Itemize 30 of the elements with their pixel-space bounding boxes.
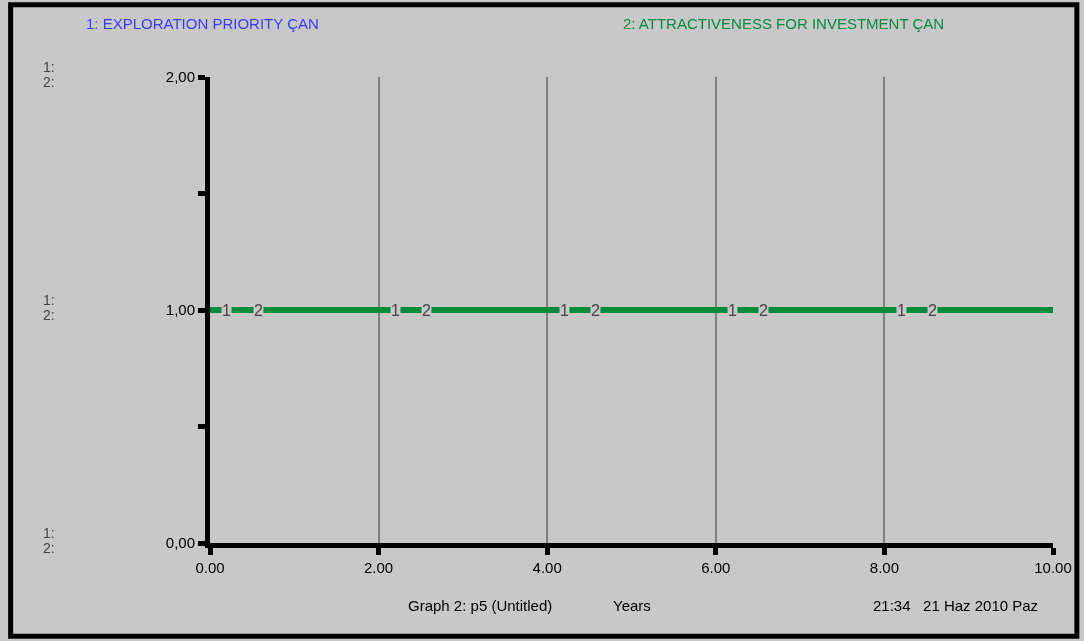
- annotation: 2: [422, 302, 431, 319]
- text: 2: ATTRACTIVENESS FOR INVESTMENT ÇAN: [623, 15, 945, 32]
- y-tick-label: 1,00: [165, 301, 195, 319]
- text: 2:: [43, 74, 55, 90]
- text: 1:: [43, 525, 55, 541]
- annotation: 2: [591, 302, 600, 319]
- y-tick-label: 2,00: [165, 68, 195, 86]
- annotation: 2: [254, 302, 263, 319]
- x-tick-label: 10.00: [1034, 559, 1072, 576]
- caption: Graph 2: p5 (Untitled): [408, 597, 553, 614]
- annotation: 1: [560, 302, 569, 319]
- text: 2:: [43, 540, 55, 556]
- legend-label: 1: EXPLORATION PRIORITY ÇAN: [86, 15, 319, 32]
- x-tick-label: 0.00: [195, 559, 225, 576]
- x-tick-label: 2.00: [364, 559, 394, 576]
- annotation: 2: [759, 302, 768, 319]
- x-tick-label: 4.00: [532, 559, 562, 576]
- annotation: 1: [222, 302, 231, 319]
- x-axis-title: Years: [613, 597, 651, 614]
- annotation: 2: [928, 302, 937, 319]
- annotation: 1: [391, 302, 400, 319]
- x-tick-label: 6.00: [701, 559, 731, 576]
- text: 1:: [43, 292, 55, 308]
- text: 21:34 21 Haz 2010 Paz: [873, 597, 1039, 614]
- annotation: 1: [897, 302, 906, 319]
- text: 2:: [43, 307, 55, 323]
- annotation: 1: [728, 302, 737, 319]
- text: 1:: [43, 59, 55, 75]
- y-tick-label: 0,00: [165, 534, 195, 552]
- x-tick-label: 8.00: [869, 559, 899, 576]
